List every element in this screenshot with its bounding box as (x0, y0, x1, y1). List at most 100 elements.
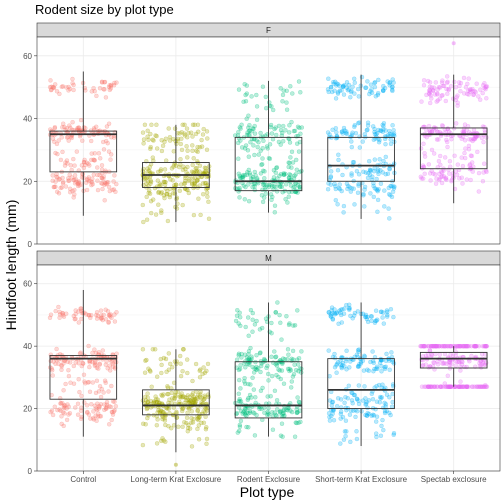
data-point (237, 366, 243, 372)
data-point (111, 409, 117, 414)
data-point (154, 422, 160, 428)
data-point (92, 158, 97, 163)
y-tick-label: 60 (23, 52, 32, 61)
data-point (94, 378, 100, 384)
data-point (418, 174, 424, 180)
data-point (298, 131, 303, 137)
data-point (281, 171, 287, 176)
data-point (278, 142, 283, 147)
data-point (279, 184, 285, 190)
data-point (107, 87, 113, 93)
data-point (340, 131, 345, 136)
data-point (106, 313, 112, 318)
data-point (164, 369, 169, 375)
data-point (165, 384, 170, 389)
data-point (351, 159, 357, 165)
data-point (369, 314, 375, 319)
data-point (159, 148, 165, 154)
box-iqr (327, 136, 395, 182)
data-point (338, 362, 343, 368)
data-point (281, 88, 286, 93)
data-point (274, 165, 279, 171)
data-point (445, 91, 450, 97)
data-point (381, 121, 387, 126)
data-point (385, 79, 390, 84)
data-point (341, 83, 346, 89)
data-point (440, 78, 445, 83)
data-point (372, 129, 377, 135)
data-point (471, 136, 476, 142)
data-point (270, 427, 276, 432)
data-point (260, 146, 265, 151)
data-point (371, 360, 377, 366)
data-point (339, 320, 345, 325)
data-point (374, 131, 379, 137)
data-point (457, 176, 462, 181)
data-point (444, 361, 449, 366)
data-point (236, 129, 241, 135)
data-point (276, 139, 282, 145)
x-axis: Control Long-term Krat Exclosure Rodent Ex… (70, 471, 487, 484)
data-point (365, 410, 370, 416)
data-point (289, 409, 295, 415)
data-point (276, 374, 281, 380)
data-point (92, 403, 98, 409)
data-point (165, 391, 170, 397)
data-point (188, 398, 193, 404)
data-point (184, 134, 190, 140)
data-point (203, 406, 209, 411)
data-point (260, 385, 265, 391)
data-point (239, 175, 244, 181)
data-point (158, 168, 163, 174)
data-point (66, 176, 71, 181)
data-point (52, 139, 57, 145)
data-point (426, 90, 432, 96)
data-point (288, 408, 293, 413)
data-point (105, 140, 110, 146)
data-point (71, 177, 76, 183)
data-point (72, 177, 77, 182)
data-point (272, 388, 278, 394)
data-point (471, 92, 476, 98)
data-point (87, 360, 92, 365)
data-point (206, 394, 211, 400)
data-point (267, 182, 272, 188)
data-point (283, 128, 288, 133)
data-point (54, 89, 60, 94)
data-point (50, 373, 55, 378)
data-point (381, 321, 387, 326)
data-point (203, 169, 208, 174)
data-point (380, 87, 386, 93)
data-point (444, 177, 449, 183)
data-point (168, 425, 174, 431)
box-iqr (49, 130, 118, 173)
data-point (193, 166, 198, 171)
data-point (443, 176, 448, 182)
data-point (77, 183, 82, 188)
data-point (195, 129, 201, 135)
data-point (187, 399, 192, 405)
data-point (185, 370, 190, 376)
data-point (254, 92, 259, 98)
data-point (455, 103, 460, 108)
data-point (365, 405, 370, 410)
data-point (192, 180, 198, 185)
data-point (57, 176, 63, 182)
data-point (61, 179, 66, 185)
data-point (326, 89, 331, 95)
data-point (70, 80, 75, 86)
data-point (469, 353, 474, 359)
data-point (69, 167, 74, 173)
data-point (380, 88, 386, 94)
data-point (185, 425, 191, 431)
data-point (196, 196, 201, 201)
data-point (287, 160, 292, 166)
data-point (66, 178, 72, 183)
data-point (202, 393, 207, 398)
data-point (236, 171, 242, 177)
data-point (281, 408, 286, 413)
data-point (200, 191, 206, 197)
data-point (204, 129, 210, 134)
data-point (163, 413, 169, 418)
data-point (376, 187, 381, 192)
